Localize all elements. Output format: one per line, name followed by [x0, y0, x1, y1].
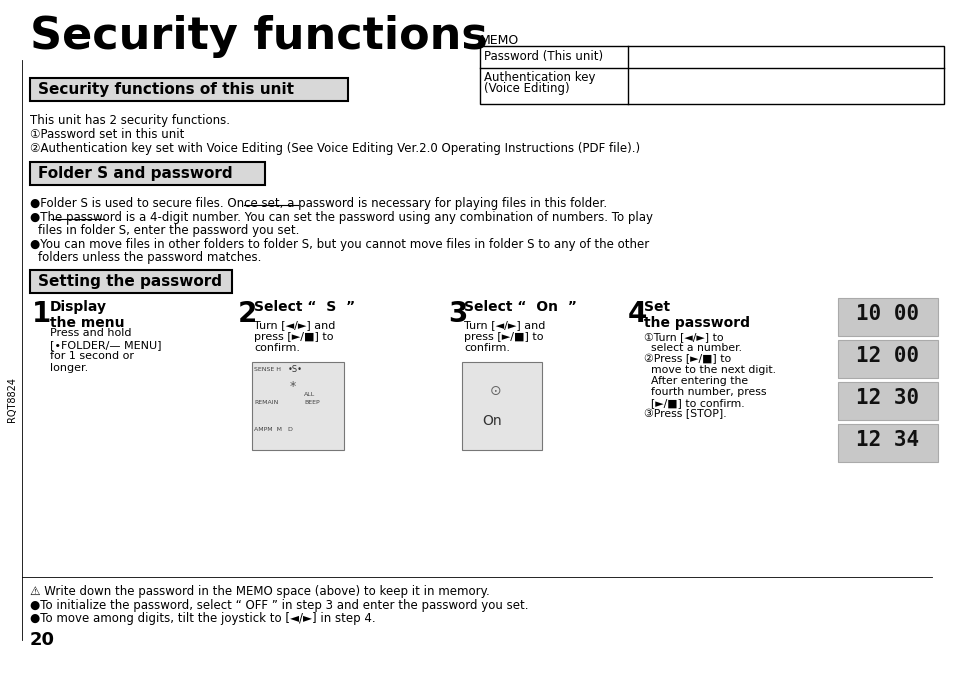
Text: ●To initialize the password, select “ OFF ” in step 3 and enter the password you: ●To initialize the password, select “ OF…	[30, 599, 528, 612]
Text: REMAIN: REMAIN	[253, 400, 278, 405]
Text: Display
the menu: Display the menu	[50, 300, 125, 330]
Bar	[837, 298, 937, 336]
Text: •S•: •S•	[288, 365, 303, 374]
Text: On: On	[481, 414, 501, 428]
Text: Security functions: Security functions	[30, 15, 487, 58]
Text: Security functions of this unit: Security functions of this unit	[38, 82, 294, 97]
Bar	[837, 382, 937, 420]
Bar	[252, 362, 344, 450]
Text: Select “  S  ”: Select “ S ”	[253, 300, 355, 314]
Text: 3: 3	[448, 300, 467, 328]
Text: Turn [◄/►] and
press [►/■] to
confirm.: Turn [◄/►] and press [►/■] to confirm.	[463, 320, 545, 353]
Text: files in folder S, enter the password you set.: files in folder S, enter the password yo…	[38, 224, 299, 237]
Bar	[479, 46, 943, 104]
Bar	[837, 424, 937, 462]
Text: MEMO: MEMO	[479, 34, 518, 47]
Text: ③Press [STOP].: ③Press [STOP].	[643, 409, 726, 419]
Text: RQT8824: RQT8824	[7, 378, 17, 422]
Bar	[30, 78, 348, 101]
Text: select a number.: select a number.	[643, 343, 741, 353]
Text: *: *	[290, 380, 296, 393]
Text: ①Turn [◄/►] to: ①Turn [◄/►] to	[643, 332, 723, 342]
Text: ALL: ALL	[304, 392, 314, 397]
Text: Set
the password: Set the password	[643, 300, 749, 330]
Bar	[30, 162, 265, 185]
Text: folders unless the password matches.: folders unless the password matches.	[38, 251, 261, 264]
Text: ①Password set in this unit: ①Password set in this unit	[30, 128, 184, 141]
Text: 10 00: 10 00	[856, 304, 919, 324]
Text: 12 34: 12 34	[856, 430, 919, 450]
Text: ●You can move files in other folders to folder S, but you cannot move files in f: ●You can move files in other folders to …	[30, 238, 649, 251]
Text: Password (This unit): Password (This unit)	[483, 50, 602, 63]
Bar	[30, 270, 232, 293]
Text: ●To move among digits, tilt the joystick to [◄/►] in step 4.: ●To move among digits, tilt the joystick…	[30, 612, 375, 625]
Text: ●The password is a 4-digit number. You can set the password using any combinatio: ●The password is a 4-digit number. You c…	[30, 211, 652, 224]
Text: ⚠ Write down the password in the MEMO space (above) to keep it in memory.: ⚠ Write down the password in the MEMO sp…	[30, 585, 489, 598]
Text: ●Folder S is used to secure files. Once set, a password is necessary for playing: ●Folder S is used to secure files. Once …	[30, 197, 606, 210]
Text: [►/■] to confirm.: [►/■] to confirm.	[643, 398, 744, 408]
Text: AMPM  M   D: AMPM M D	[253, 427, 293, 432]
Text: ②Authentication key set with Voice Editing (See Voice Editing Ver.2.0 Operating : ②Authentication key set with Voice Editi…	[30, 142, 639, 155]
Text: 4: 4	[627, 300, 647, 328]
Text: After entering the: After entering the	[643, 376, 747, 386]
Text: 12 00: 12 00	[856, 346, 919, 366]
Bar	[837, 340, 937, 378]
Text: This unit has 2 security functions.: This unit has 2 security functions.	[30, 114, 230, 127]
Text: Turn [◄/►] and
press [►/■] to
confirm.: Turn [◄/►] and press [►/■] to confirm.	[253, 320, 335, 353]
Text: 12 30: 12 30	[856, 388, 919, 408]
Text: Authentication key: Authentication key	[483, 71, 595, 84]
Text: 20: 20	[30, 631, 55, 649]
Text: Press and hold
[•FOLDER/— MENU]
for 1 second or
longer.: Press and hold [•FOLDER/— MENU] for 1 se…	[50, 328, 161, 373]
Text: Setting the password: Setting the password	[38, 274, 222, 289]
Text: Select “  On  ”: Select “ On ”	[463, 300, 577, 314]
Text: 2: 2	[237, 300, 257, 328]
Text: ②Press [►/■] to: ②Press [►/■] to	[643, 354, 731, 364]
Text: move to the next digit.: move to the next digit.	[643, 365, 775, 375]
Text: ⊙: ⊙	[490, 384, 501, 398]
Text: fourth number, press: fourth number, press	[643, 387, 765, 397]
Text: 1: 1	[32, 300, 51, 328]
Text: BEEP: BEEP	[304, 400, 319, 405]
Text: Folder S and password: Folder S and password	[38, 166, 233, 181]
Bar	[461, 362, 541, 450]
Text: (Voice Editing): (Voice Editing)	[483, 82, 569, 95]
Text: SENSE H: SENSE H	[253, 367, 281, 372]
